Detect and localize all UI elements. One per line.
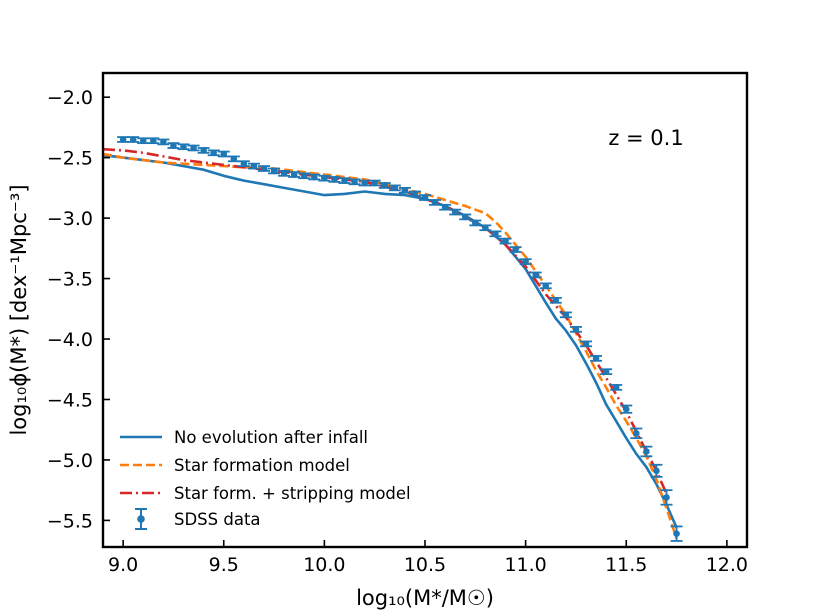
sdss-data-point: [509, 246, 522, 253]
sdss-data-point: [489, 230, 502, 238]
plot-background: [103, 73, 747, 547]
y-axis-label: log₁₀ϕ(M*) [dex⁻¹Mpc⁻³]: [7, 184, 31, 435]
sdss-data-point: [197, 147, 210, 154]
sdss-data-point: [237, 160, 250, 168]
sdss-data-point: [157, 138, 170, 146]
legend-label-sdss: SDSS data: [174, 510, 261, 529]
sdss-data-point: [559, 311, 572, 319]
sdss-data-point: [137, 137, 150, 145]
sdss-data-point: [569, 326, 582, 333]
sdss-data-point: [670, 525, 683, 542]
y-tick-label: −4.0: [47, 329, 93, 351]
sdss-data-point: [519, 258, 532, 265]
sdss-data-point: [247, 162, 260, 170]
x-tick-label: 12.0: [706, 554, 748, 576]
y-tick-label: −5.5: [47, 510, 93, 532]
sdss-data-point: [187, 144, 200, 152]
x-tick-label: 11.0: [504, 554, 546, 576]
sdss-data-point: [499, 237, 512, 245]
x-tick-label: 9.0: [108, 554, 138, 576]
sdss-data-point: [127, 136, 140, 143]
sdss-data-point: [177, 143, 190, 151]
y-tick-label: −3.0: [47, 208, 93, 230]
sdss-data-point: [398, 186, 411, 194]
sdss-data-point: [147, 137, 160, 145]
x-tick-label: 11.5: [605, 554, 647, 576]
sdss-data-point: [348, 178, 361, 186]
sdss-data-point: [539, 282, 552, 290]
x-tick-label: 9.5: [209, 554, 239, 576]
sdss-data-point: [268, 167, 281, 175]
legend-label-star-formation: Star formation model: [174, 456, 350, 475]
sdss-data-point: [549, 297, 562, 304]
y-tick-label: −2.5: [47, 148, 93, 170]
x-tick-label: 10.5: [404, 554, 446, 576]
sdss-data-point: [469, 219, 482, 227]
sdss-data-point: [388, 184, 401, 192]
sdss-data-point: [429, 199, 442, 206]
sdss-data-point: [338, 177, 351, 184]
series-star-formation-line: [103, 152, 678, 539]
x-tick-label: 10.0: [303, 554, 345, 576]
sdss-data-point: [358, 179, 371, 187]
legend: No evolution after infall Star formation…: [120, 428, 411, 530]
sdss-data-point: [217, 150, 230, 158]
legend-label-stripping: Star form. + stripping model: [174, 484, 411, 503]
sdss-data-point: [590, 355, 603, 362]
y-axis: −2.0 −2.5 −3.0 −3.5 −4.0 −4.5 −5.0 −5.5: [47, 87, 110, 532]
sdss-data-point: [258, 165, 270, 172]
sdss-data-point: [308, 173, 321, 181]
sdss-data-point: [419, 194, 431, 201]
sdss-data-point: [600, 368, 613, 375]
sdss-data-point: [459, 213, 472, 221]
y-tick-label: −2.0: [47, 87, 93, 109]
sdss-data-point: [439, 203, 452, 211]
sdss-data-point: [167, 142, 180, 149]
sdss-data-point: [318, 174, 331, 182]
sdss-data-point: [529, 271, 542, 279]
x-axis: 9.0 9.5 10.0 10.5 11.0 11.5 12.0: [108, 540, 748, 576]
sdss-data-point: [650, 463, 663, 478]
x-axis-label: log₁₀(M*/M☉): [356, 586, 494, 610]
sdss-data-point: [660, 489, 673, 506]
redshift-annotation: z = 0.1: [608, 126, 683, 150]
legend-label-no-evolution: No evolution after infall: [174, 428, 368, 447]
sdss-data-point: [640, 445, 653, 458]
sdss-data-point: [479, 224, 492, 232]
sdss-data-point: [610, 384, 623, 391]
legend-swatch-sdss: [135, 508, 147, 530]
sdss-data-point: [378, 182, 391, 189]
sdss-data-point: [408, 190, 421, 198]
y-tick-label: −5.0: [47, 450, 93, 472]
sdss-data-point: [449, 208, 462, 216]
sdss-data-point: [117, 136, 130, 143]
sdss-data-point: [298, 172, 311, 180]
sdss-data-point: [207, 149, 220, 157]
sdss-data-point: [227, 155, 240, 163]
sdss-data-point: [580, 340, 592, 348]
y-tick-label: −4.5: [47, 389, 93, 411]
sdss-data-point: [620, 404, 633, 414]
sdss-data-point: [368, 179, 381, 187]
sdss-data-point: [328, 176, 341, 183]
sdss-data-layer: [117, 136, 683, 542]
sdss-data-point: [278, 170, 291, 177]
sdss-data-point: [288, 171, 301, 178]
y-tick-label: −3.5: [47, 269, 93, 291]
sdss-data-point: [630, 427, 643, 440]
